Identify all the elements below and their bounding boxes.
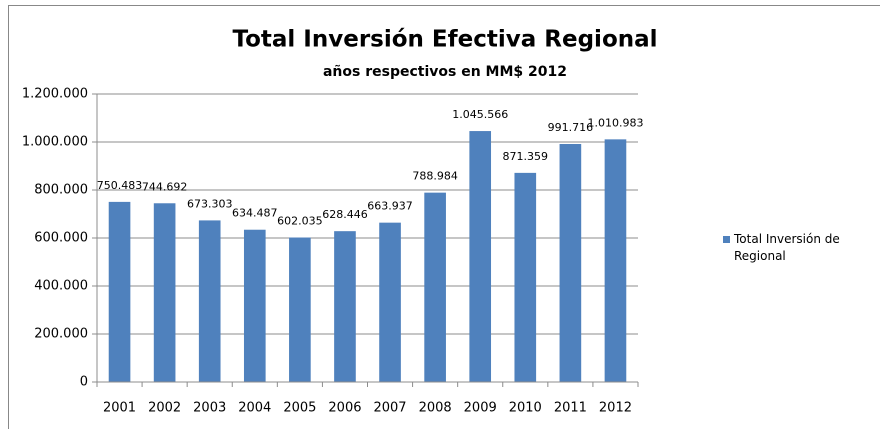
bar <box>469 131 492 382</box>
value-label: 871.359 <box>503 150 549 163</box>
chart-subtitle: años respectivos en MM$ 2012 <box>323 64 567 80</box>
y-tick-label: 600.000 <box>34 231 88 246</box>
value-label: 991.716 <box>548 121 594 134</box>
x-tick-label: 2009 <box>464 401 497 416</box>
y-tick-label: 1.000.000 <box>22 135 88 150</box>
bar <box>559 143 582 382</box>
value-label: 750.483 <box>97 179 143 192</box>
y-tick-label: 1.200.000 <box>22 87 88 102</box>
value-label: 1.010.983 <box>587 116 643 129</box>
x-tick-label: 2004 <box>238 401 271 416</box>
legend: Total Inversión de Regional <box>723 231 873 265</box>
value-label: 634.487 <box>232 207 278 220</box>
value-label: 663.937 <box>367 200 413 213</box>
value-label: 744.692 <box>142 180 188 193</box>
legend-swatch <box>723 236 730 243</box>
bar <box>424 192 446 382</box>
chart-title: Total Inversión Efectiva Regional <box>232 27 657 53</box>
x-tick-label: 2010 <box>509 401 542 416</box>
bar <box>604 139 627 382</box>
bar <box>243 229 266 382</box>
bar <box>379 222 401 382</box>
bar <box>108 201 131 382</box>
bar <box>198 220 221 382</box>
legend-label: Total Inversión de Regional <box>734 232 840 263</box>
value-label: 1.045.566 <box>452 108 508 121</box>
value-label: 602.035 <box>277 215 323 228</box>
value-label: 673.303 <box>187 197 233 210</box>
y-tick-label: 0 <box>80 375 88 390</box>
x-tick-label: 2006 <box>328 401 361 416</box>
y-tick-label: 200.000 <box>34 327 88 342</box>
x-tick-label: 2005 <box>283 401 316 416</box>
value-label: 628.446 <box>322 208 368 221</box>
y-tick-label: 400.000 <box>34 279 88 294</box>
x-tick-label: 2008 <box>419 401 452 416</box>
x-tick-label: 2001 <box>103 401 136 416</box>
bar <box>334 231 356 382</box>
bar <box>514 172 537 382</box>
x-tick-label: 2011 <box>554 401 587 416</box>
x-tick-label: 2007 <box>373 401 406 416</box>
y-tick-label: 800.000 <box>34 183 88 198</box>
x-tick-label: 2003 <box>193 401 226 416</box>
value-label: 788.984 <box>412 170 458 183</box>
x-tick-label: 2012 <box>599 401 632 416</box>
bar <box>153 203 176 382</box>
x-tick-label: 2002 <box>148 401 181 416</box>
chart-border <box>8 5 880 429</box>
bar <box>289 237 311 382</box>
